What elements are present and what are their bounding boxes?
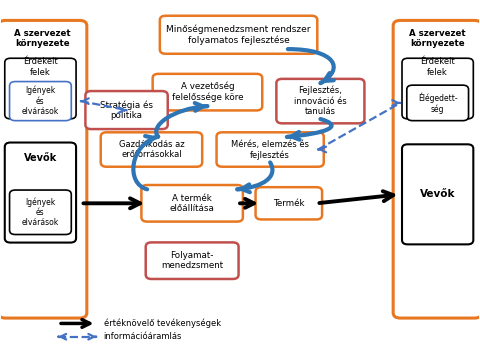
Text: információáramlás: információáramlás (104, 332, 182, 341)
Text: Élégedett-
ség: Élégedett- ség (418, 92, 457, 114)
FancyBboxPatch shape (216, 132, 324, 167)
Text: A szervezet
környezete: A szervezet környezete (14, 29, 71, 48)
Text: Fejlesztés,
innováció és
tanulás: Fejlesztés, innováció és tanulás (294, 86, 347, 116)
FancyBboxPatch shape (142, 185, 243, 222)
FancyBboxPatch shape (255, 187, 322, 220)
FancyBboxPatch shape (101, 132, 202, 167)
FancyBboxPatch shape (146, 242, 239, 279)
Text: A vezetőség
felelőssége köre: A vezetőség felelőssége köre (172, 82, 243, 102)
FancyBboxPatch shape (5, 143, 76, 243)
FancyBboxPatch shape (153, 74, 262, 111)
Text: Minőségmenedzsment rendszer
folyamatos fejlesztése: Minőségmenedzsment rendszer folyamatos f… (166, 24, 311, 45)
Text: A szervezet
környezete: A szervezet környezete (409, 29, 466, 48)
Text: Érdekelt
felek: Érdekelt felek (23, 57, 58, 77)
FancyBboxPatch shape (10, 82, 72, 121)
FancyBboxPatch shape (393, 21, 480, 318)
Text: Mérés, elemzés és
fejlesztés: Mérés, elemzés és fejlesztés (231, 140, 309, 159)
Text: értéknövelő tevékenységek: értéknövelő tevékenységek (104, 319, 221, 328)
Text: Vevők: Vevők (24, 153, 57, 163)
Text: Folyamat-
menedzsment: Folyamat- menedzsment (161, 251, 223, 270)
Text: Gazdálkodás az
erőforrásokkal: Gazdálkodás az erőforrásokkal (119, 140, 184, 159)
FancyBboxPatch shape (10, 190, 72, 234)
Text: A termék
előállítása: A termék előállítása (170, 194, 215, 213)
Text: Igények
és
elvárások: Igények és elvárások (22, 197, 59, 228)
Text: Igények
és
elvárások: Igények és elvárások (22, 86, 59, 116)
Text: Érdekelt
felek: Érdekelt felek (420, 57, 455, 77)
FancyBboxPatch shape (160, 16, 317, 54)
Text: Vevők: Vevők (420, 189, 456, 199)
FancyBboxPatch shape (402, 144, 473, 244)
FancyBboxPatch shape (402, 58, 473, 119)
Text: Stratégia és
politika: Stratégia és politika (100, 100, 153, 120)
FancyBboxPatch shape (0, 21, 87, 318)
Text: Termék: Termék (273, 199, 305, 208)
FancyBboxPatch shape (276, 79, 364, 123)
FancyBboxPatch shape (5, 58, 76, 119)
FancyBboxPatch shape (85, 91, 168, 129)
FancyBboxPatch shape (407, 85, 468, 121)
